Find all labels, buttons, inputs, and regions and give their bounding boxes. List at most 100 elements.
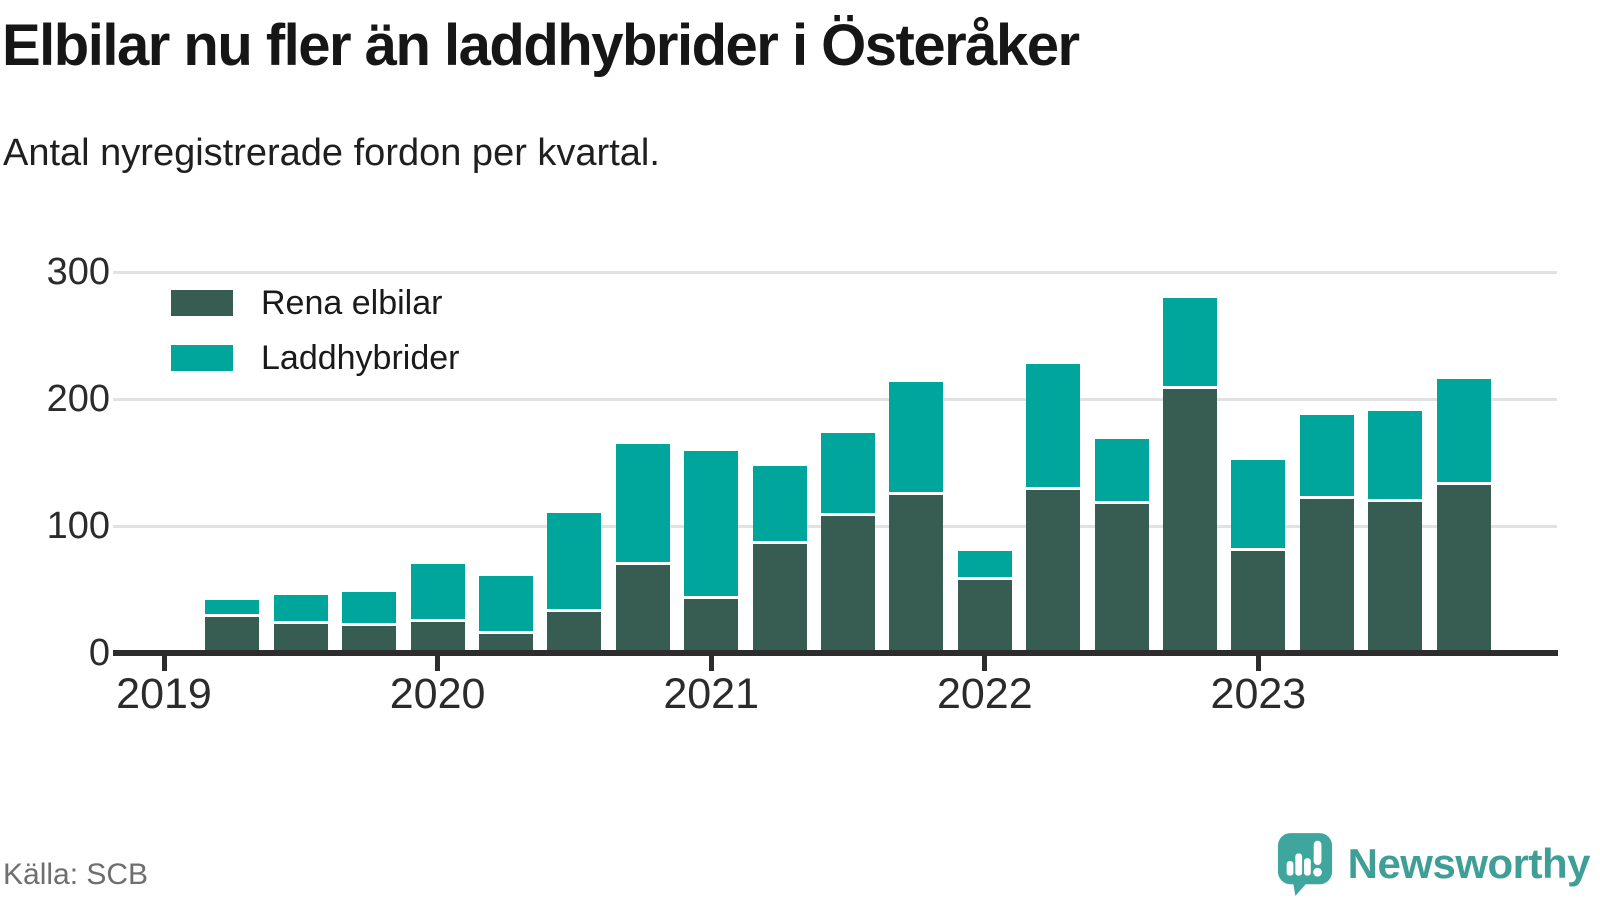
segment-rena-elbilar <box>1299 499 1354 650</box>
segment-rena-elbilar <box>479 633 533 650</box>
legend-label-rena-elbilar: Rena elbilar <box>261 283 443 322</box>
segment-separator <box>1436 482 1491 486</box>
y-axis-label-200: 200 <box>46 378 110 420</box>
bar-2021-k3 <box>821 432 875 650</box>
chart-title: Elbilar nu fler än laddhybrider i Österå… <box>2 13 1080 78</box>
segment-laddhybrider <box>821 432 875 513</box>
y-axis-label-100: 100 <box>46 505 110 547</box>
x-axis-label-2023: 2023 <box>1210 670 1307 718</box>
segment-separator <box>821 512 875 516</box>
segment-rena-elbilar <box>410 622 465 650</box>
segment-rena-elbilar <box>889 495 944 650</box>
bar-2019-k4 <box>342 591 397 650</box>
segment-rena-elbilar <box>752 543 807 650</box>
segment-laddhybrider <box>1163 298 1217 386</box>
x-axis-label-2019: 2019 <box>116 670 212 718</box>
bar-2021-k1 <box>684 450 739 650</box>
segment-rena-elbilar <box>1094 504 1149 650</box>
segment-rena-elbilar <box>273 623 328 650</box>
bar-2022-k2 <box>1026 364 1081 650</box>
x-axis-line <box>113 650 1558 656</box>
gridline-300 <box>113 271 1557 274</box>
source-note: Källa: SCB <box>3 858 149 891</box>
bar-2022-k4 <box>1163 298 1217 650</box>
newsworthy-logo-icon <box>1277 833 1332 896</box>
segment-separator <box>205 614 260 618</box>
x-tick-2019 <box>161 656 167 671</box>
bar-2022-k3 <box>1094 439 1149 650</box>
chart-subtitle: Antal nyregistrerade fordon per kvartal. <box>3 132 660 174</box>
segment-laddhybrider <box>615 444 670 563</box>
x-tick-2020 <box>435 656 441 671</box>
bar-2020-k2 <box>479 576 533 650</box>
segment-separator <box>479 630 533 634</box>
legend-item-laddhybrider: Laddhybrider <box>171 339 459 377</box>
segment-rena-elbilar <box>1231 551 1286 650</box>
x-axis-label-2020: 2020 <box>389 670 486 718</box>
bar-2022-k1 <box>957 550 1012 650</box>
segment-separator <box>410 619 465 623</box>
bar-2023-k4 <box>1436 379 1491 650</box>
segment-separator <box>615 562 670 566</box>
legend-label-laddhybrider: Laddhybrider <box>261 338 460 377</box>
segment-separator <box>342 623 397 627</box>
segment-laddhybrider <box>205 600 260 615</box>
segment-rena-elbilar <box>1026 490 1081 650</box>
segment-laddhybrider <box>410 563 465 620</box>
x-tick-2022 <box>982 656 988 671</box>
x-axis-label-2021: 2021 <box>663 670 760 718</box>
segment-laddhybrider <box>684 450 739 597</box>
legend: Rena elbilar Laddhybrider <box>171 284 459 398</box>
segment-laddhybrider <box>1299 415 1354 497</box>
bar-2021-k2 <box>752 465 807 650</box>
segment-rena-elbilar <box>957 580 1012 650</box>
x-tick-2023 <box>1255 656 1261 671</box>
segment-separator <box>1368 498 1423 502</box>
legend-swatch-rena-elbilar-icon <box>171 290 233 316</box>
segment-rena-elbilar <box>205 617 260 650</box>
x-tick-2021 <box>708 656 714 671</box>
segment-rena-elbilar <box>1368 501 1423 650</box>
brand-name: Newsworthy <box>1347 840 1591 887</box>
bar-2020-k1 <box>410 563 465 650</box>
segment-separator <box>1231 548 1286 552</box>
segment-laddhybrider <box>479 576 533 631</box>
segment-separator <box>957 577 1012 581</box>
segment-separator <box>752 540 807 544</box>
segment-laddhybrider <box>547 512 602 610</box>
segment-laddhybrider <box>273 595 328 621</box>
gridline-200 <box>113 398 1557 401</box>
segment-laddhybrider <box>1026 364 1081 488</box>
segment-separator <box>1026 487 1081 491</box>
bar-2019-k2 <box>205 600 260 650</box>
bar-2019-k3 <box>273 595 328 650</box>
segment-separator <box>1163 385 1217 389</box>
segment-separator <box>1094 501 1149 505</box>
segment-separator <box>889 492 944 496</box>
bar-2020-k3 <box>547 512 602 650</box>
bar-2023-k2 <box>1299 415 1354 650</box>
legend-swatch-laddhybrider-icon <box>171 345 233 371</box>
segment-laddhybrider <box>752 465 807 541</box>
bar-2020-k4 <box>615 444 670 650</box>
segment-rena-elbilar <box>1436 485 1491 650</box>
segment-separator <box>547 609 602 613</box>
segment-separator <box>273 620 328 624</box>
segment-rena-elbilar <box>1163 388 1217 650</box>
x-axis-label-2022: 2022 <box>936 670 1033 718</box>
legend-item-rena-elbilar: Rena elbilar <box>171 284 459 322</box>
segment-rena-elbilar <box>615 565 670 650</box>
y-axis-label-300: 300 <box>46 251 110 293</box>
segment-laddhybrider <box>1368 411 1423 499</box>
bar-2023-k1 <box>1231 459 1286 650</box>
segment-laddhybrider <box>1231 459 1286 549</box>
bar-2021-k4 <box>889 382 944 650</box>
segment-rena-elbilar <box>684 599 739 650</box>
segment-rena-elbilar <box>821 515 875 650</box>
brand: Newsworthy <box>1276 832 1591 896</box>
segment-rena-elbilar <box>342 626 397 650</box>
y-axis-label-0: 0 <box>88 632 110 674</box>
bar-2023-k3 <box>1368 411 1423 650</box>
segment-laddhybrider <box>1094 439 1149 502</box>
